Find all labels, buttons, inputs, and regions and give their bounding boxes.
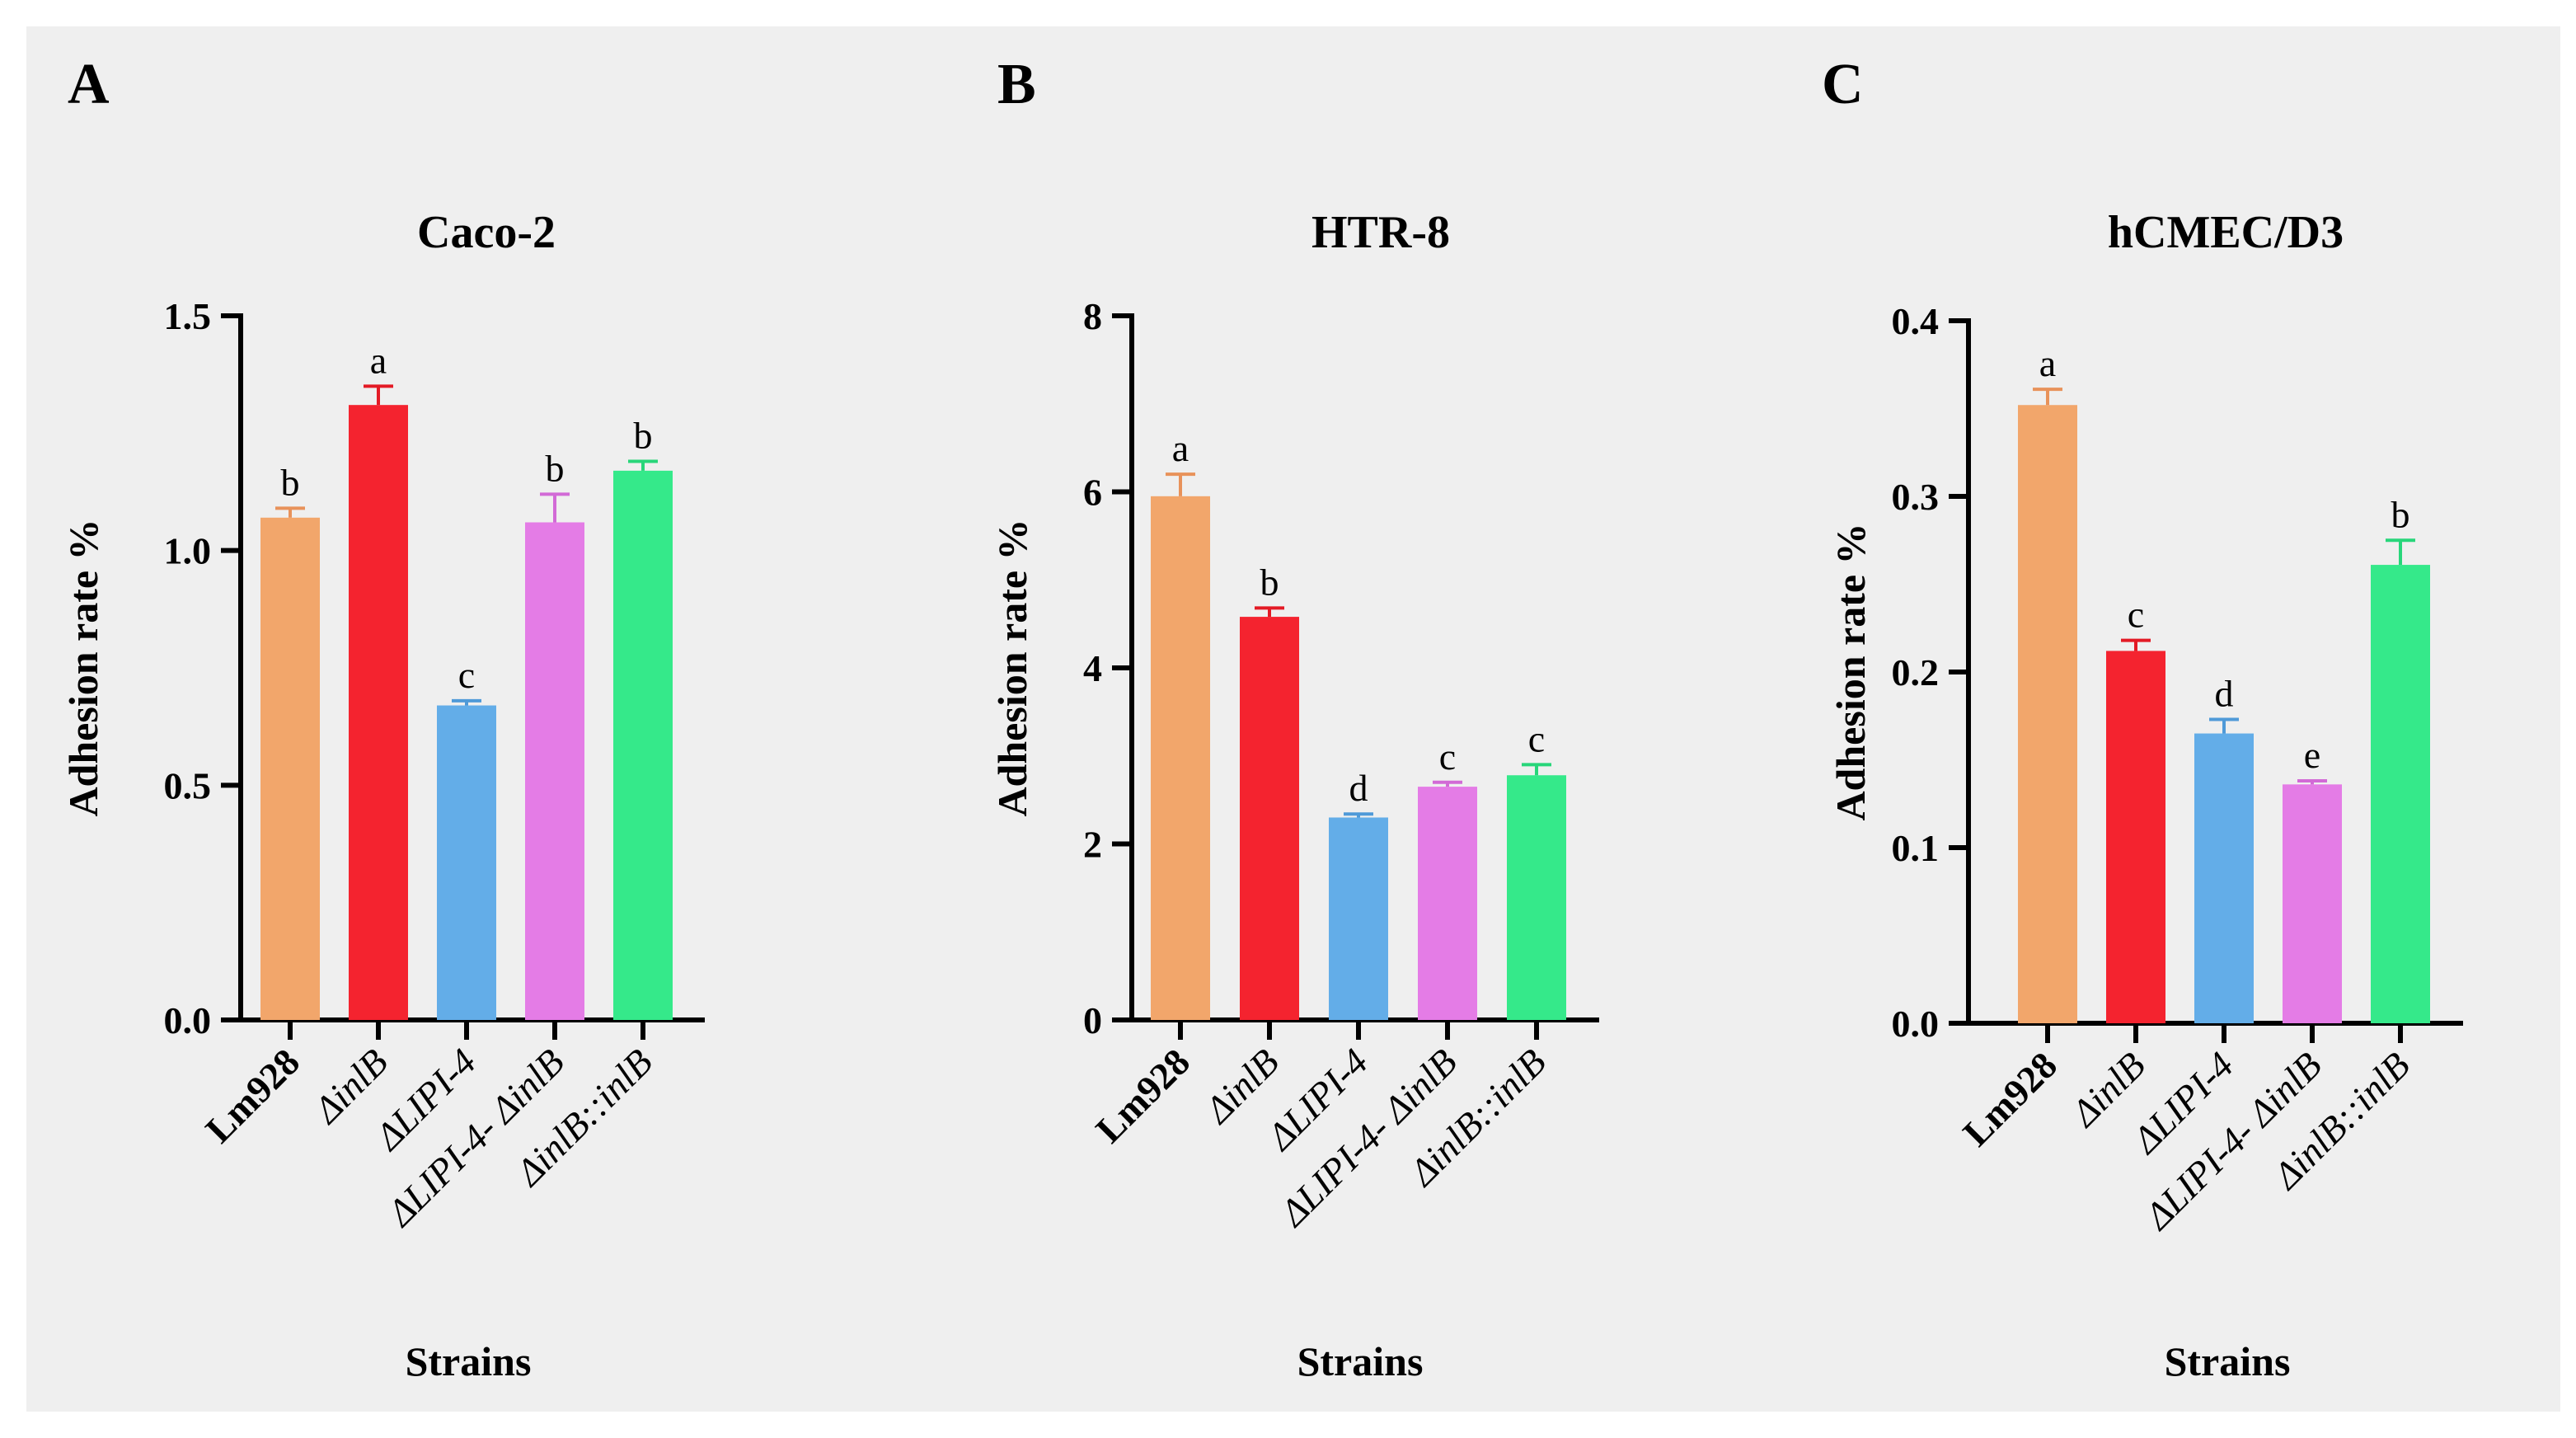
- significance-letter: e: [2304, 734, 2320, 776]
- bar: [349, 405, 408, 1020]
- significance-letter: a: [2039, 342, 2056, 384]
- bar: [1418, 787, 1477, 1020]
- panel-letter: A: [68, 53, 110, 116]
- x-tick-label: Lm928: [1087, 1041, 1198, 1151]
- y-tick-label: 0.3: [1892, 476, 1940, 518]
- panel-letter: C: [1822, 53, 1864, 116]
- y-axis-label: Adhesion rate %: [60, 519, 106, 816]
- y-tick-label: 0.0: [164, 999, 212, 1041]
- bar: [437, 705, 496, 1020]
- y-tick-label: 0.0: [1892, 1003, 1940, 1045]
- y-tick-label: 0.1: [1892, 827, 1940, 869]
- y-tick-label: 6: [1083, 472, 1102, 514]
- significance-letter: a: [1172, 427, 1189, 469]
- y-axis-label: Adhesion rate %: [989, 519, 1035, 816]
- panel-letter: B: [997, 53, 1036, 116]
- y-tick-label: 2: [1083, 824, 1102, 866]
- significance-letter: b: [281, 461, 300, 503]
- chart-panel-b: B HTR-8 Adhesion rate % Strains 0 2 4 6 8 a Lm928 b…: [989, 53, 1599, 1384]
- bar: [1329, 817, 1388, 1020]
- y-axis-label: Adhesion rate %: [1828, 523, 1874, 820]
- significance-letter: d: [1349, 767, 1368, 809]
- chart-title: HTR-8: [1311, 207, 1450, 258]
- bar: [2194, 733, 2254, 1023]
- significance-letter: c: [458, 654, 475, 696]
- chart-title: hCMEC/D3: [2108, 207, 2344, 258]
- bar: [2283, 784, 2342, 1023]
- bar: [1240, 617, 1299, 1020]
- significance-letter: c: [1528, 717, 1545, 759]
- bar: [260, 517, 320, 1020]
- significance-letter: d: [2215, 673, 2234, 715]
- significance-letter: b: [2391, 493, 2410, 535]
- x-axis-label: Strains: [2165, 1338, 2291, 1384]
- bar: [1151, 496, 1210, 1020]
- bar: [525, 522, 584, 1020]
- y-tick-label: 0.5: [164, 764, 212, 806]
- significance-letter: b: [546, 447, 565, 489]
- bar: [2371, 565, 2430, 1023]
- y-tick-label: 0: [1083, 999, 1102, 1041]
- significance-letter: c: [2128, 594, 2144, 636]
- bar: [2106, 651, 2165, 1023]
- y-tick-label: 4: [1083, 647, 1102, 689]
- significance-letter: b: [1260, 561, 1279, 603]
- x-axis-label: Strains: [1297, 1338, 1424, 1384]
- bar: [613, 470, 673, 1020]
- chart-title: Caco-2: [417, 207, 556, 258]
- y-tick-label: 0.2: [1892, 651, 1940, 693]
- chart-panel-a: A Caco-2 Adhesion rate % Strains 0.0 0.5 1.0 1.…: [60, 53, 705, 1384]
- bar: [1507, 775, 1566, 1020]
- x-tick-label: Lm928: [197, 1041, 307, 1151]
- bar: [2018, 405, 2077, 1023]
- x-tick-label: Lm928: [1954, 1044, 2065, 1154]
- significance-letter: b: [634, 414, 653, 456]
- significance-letter: c: [1439, 735, 1456, 778]
- x-axis-label: Strains: [406, 1338, 532, 1384]
- significance-letter: a: [370, 339, 387, 381]
- y-tick-label: 8: [1083, 295, 1102, 337]
- y-tick-label: 0.4: [1892, 300, 1940, 342]
- y-tick-label: 1.5: [164, 295, 212, 337]
- y-tick-label: 1.0: [164, 530, 212, 572]
